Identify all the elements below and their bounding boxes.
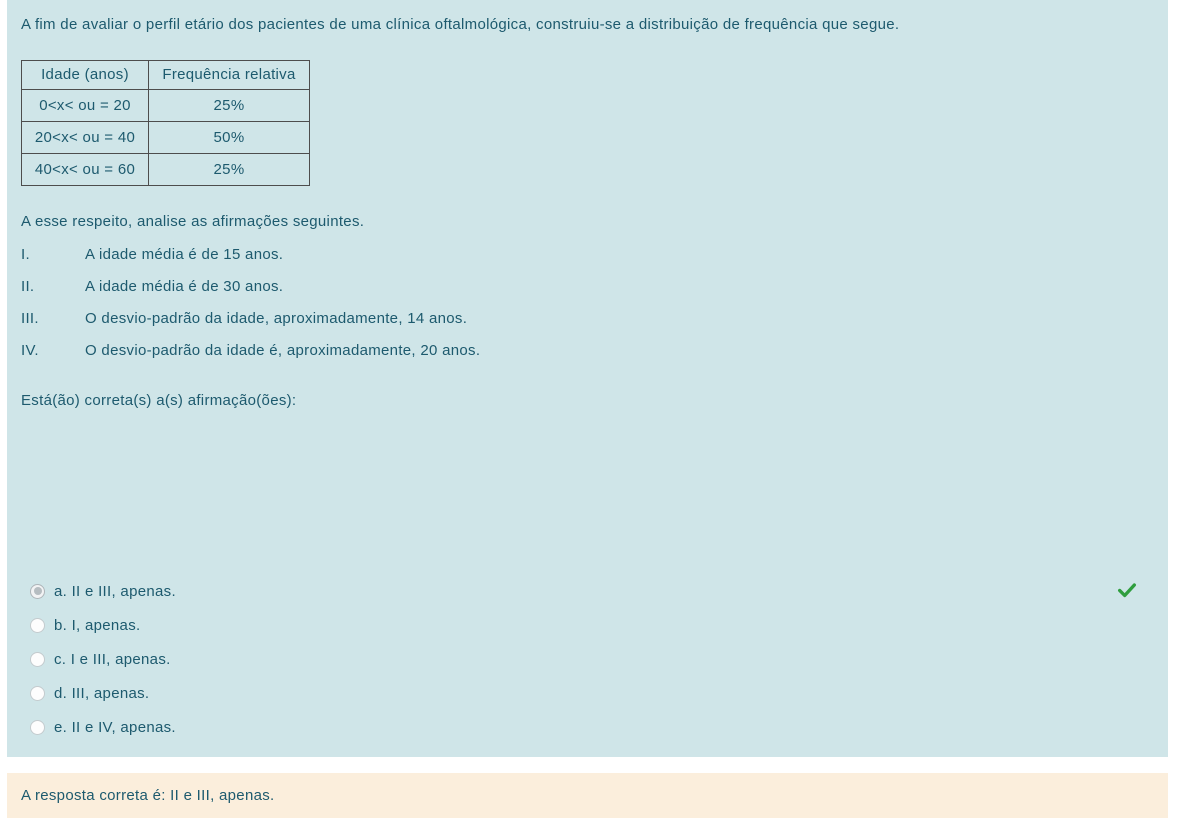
question-intro: A fim de avaliar o perfil etário dos pac… [21, 16, 900, 33]
table-cell: 50% [148, 121, 310, 154]
frequency-table: Idade (anos) Frequência relativa 0<x< ou … [21, 60, 310, 186]
radio-button[interactable] [30, 685, 45, 701]
statement-numeral: III. [21, 310, 39, 327]
table-header-cell: Idade (anos) [21, 60, 149, 90]
statements-list: I. A idade média é de 15 anos. II. A idade … [21, 244, 1148, 362]
table-cell: 0<x< ou = 20 [21, 89, 149, 122]
option-label: e. II e IV, apenas. [54, 718, 176, 736]
statement-row: I. A idade média é de 15 anos. [21, 244, 1148, 266]
radio-button[interactable] [30, 719, 45, 735]
option-label: d. III, apenas. [54, 684, 150, 702]
answer-prompt: Está(ão) correta(s) a(s) afirmação(ões): [21, 392, 297, 409]
statement-text: A idade média é de 15 anos. [85, 246, 284, 263]
option-label: a. II e III, apenas. [54, 582, 176, 600]
check-icon [1118, 583, 1136, 598]
frequency-table-body: 0<x< ou = 20 25% 20<x< ou = 40 50% 40<x< ou … [21, 89, 310, 186]
option-label: c. I e III, apenas. [54, 650, 171, 668]
table-cell: 40<x< ou = 60 [21, 153, 149, 186]
statement-row: IV. O desvio-padrão da idade é, aproximad… [21, 340, 1148, 362]
answer-option[interactable]: a. II e III, apenas. [21, 574, 1148, 608]
statement-numeral: IV. [21, 342, 39, 359]
table-cell: 25% [148, 153, 310, 186]
statement-row: III. O desvio-padrão da idade, aproximada… [21, 308, 1148, 330]
statement-numeral: II. [21, 278, 35, 295]
statement-text: O desvio-padrão da idade é, aproximadame… [85, 342, 481, 359]
table-row: 0<x< ou = 20 25% [21, 89, 310, 122]
radio-dot [33, 587, 42, 595]
table-cell: 25% [148, 89, 310, 122]
options-list: a. II e III, apenas. b. I, apenas. c. I e … [21, 574, 1148, 744]
feedback-box: A resposta correta é: II e III, apenas. [7, 773, 1168, 818]
statement-row: II. A idade média é de 30 anos. [21, 276, 1148, 298]
table-cell: 20<x< ou = 40 [21, 121, 149, 154]
table-header-cell: Frequência relativa [148, 60, 310, 90]
statement-numeral: I. [21, 246, 30, 263]
statement-text: O desvio-padrão da idade, aproximadament… [85, 310, 468, 327]
frequency-table-header-row: Idade (anos) Frequência relativa [21, 60, 310, 90]
table-row: 40<x< ou = 60 25% [21, 153, 310, 186]
answer-option[interactable]: e. II e IV, apenas. [21, 710, 1148, 744]
radio-button[interactable] [30, 617, 45, 633]
answer-option[interactable]: b. I, apenas. [21, 608, 1148, 642]
option-label: b. I, apenas. [54, 616, 141, 634]
answer-option[interactable]: c. I e III, apenas. [21, 642, 1148, 676]
answer-option[interactable]: d. III, apenas. [21, 676, 1148, 710]
feedback-text: A resposta correta é: II e III, apenas. [21, 787, 275, 804]
statement-text: A idade média é de 30 anos. [85, 278, 284, 295]
radio-button-selected[interactable] [30, 583, 45, 599]
question-panel: A fim de avaliar o perfil etário dos pac… [7, 0, 1168, 757]
radio-button[interactable] [30, 651, 45, 667]
table-row: 20<x< ou = 40 50% [21, 121, 310, 154]
analyze-prompt: A esse respeito, analise as afirmações s… [21, 213, 365, 230]
